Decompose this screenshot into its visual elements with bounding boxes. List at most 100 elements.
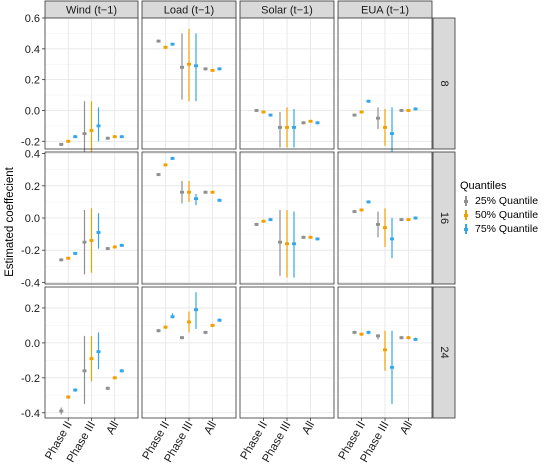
data-point <box>73 388 78 392</box>
data-point <box>261 219 266 223</box>
data-point <box>170 315 175 319</box>
legend-label: 50% Quantile <box>475 209 539 221</box>
panel-wind-t-1-row-24 <box>44 286 139 419</box>
data-point <box>210 190 215 194</box>
panel-border <box>337 151 433 285</box>
panel-border <box>44 17 139 150</box>
data-point <box>187 190 191 194</box>
facet-strip-label: Wind (t−1) <box>66 5 117 17</box>
legend-label: 75% Quantile <box>475 223 539 235</box>
y-tick-label: 0.0 <box>25 338 40 350</box>
data-point <box>308 235 313 239</box>
data-point <box>268 113 273 117</box>
panel-load-t-1-row-16 <box>141 151 237 285</box>
facet-strip-label: EUA (t−1) <box>361 5 409 17</box>
data-point <box>66 256 71 260</box>
y-tick-label: -0.2 <box>21 373 40 385</box>
chart-panels: Wind (t−1) Load (t−1) Solar (t−1) EUA (t−1)… <box>21 0 456 465</box>
data-point <box>383 226 387 230</box>
legend-key-q50 <box>460 209 472 221</box>
data-point <box>399 336 404 340</box>
data-point <box>278 240 282 244</box>
data-point <box>203 67 208 71</box>
legend-item-q25: 25% Quantile <box>460 194 550 208</box>
legend-key-point <box>463 213 468 217</box>
data-point <box>203 331 208 334</box>
data-point <box>105 136 110 140</box>
panel-solar-t-1-row-16 <box>239 151 335 285</box>
y-tick-label: 0.2 <box>25 303 40 315</box>
data-point <box>163 45 168 49</box>
data-point <box>112 376 117 380</box>
y-tick-label: -0.4 <box>21 277 40 289</box>
facet-row-strip-24 <box>432 286 456 419</box>
data-point <box>187 62 191 66</box>
legend-key-q25 <box>460 195 472 207</box>
panel-wind-t-1-row-16 <box>44 151 139 285</box>
facet-row-strip-label: 24 <box>438 346 450 358</box>
panel-border <box>239 151 335 285</box>
data-point <box>376 334 380 338</box>
data-point <box>89 129 94 132</box>
data-point <box>406 336 411 340</box>
data-point <box>285 242 289 246</box>
legend: Quantiles 25% Quantile 50% Quantile 75% … <box>460 180 550 236</box>
data-point <box>254 223 259 226</box>
y-tick-label: -0.4 <box>21 408 40 420</box>
data-point <box>112 245 117 249</box>
data-point <box>180 65 184 69</box>
data-point <box>315 237 320 241</box>
data-point <box>203 190 208 194</box>
data-point <box>66 139 71 143</box>
data-point <box>292 126 296 129</box>
panel-border <box>141 151 237 285</box>
data-point <box>399 218 404 222</box>
y-tick-label: 0.4 <box>25 149 40 161</box>
data-point <box>390 237 394 241</box>
data-point <box>170 157 175 160</box>
data-point <box>105 386 110 390</box>
data-point <box>390 365 394 369</box>
data-point <box>180 336 184 340</box>
facet-strip-label: Load (t−1) <box>164 5 214 17</box>
y-tick-label: 0.0 <box>25 213 40 225</box>
data-point <box>73 135 78 139</box>
data-point <box>170 42 175 46</box>
data-point <box>285 126 289 129</box>
data-point <box>413 338 418 341</box>
facet-row-strip-label: 8 <box>438 80 450 86</box>
facet-row-strip-16 <box>432 151 456 285</box>
data-point <box>156 173 161 176</box>
facet-row-strip-8 <box>432 17 456 150</box>
data-point <box>156 329 161 333</box>
data-point <box>406 218 411 222</box>
data-point <box>96 231 101 234</box>
data-point <box>59 258 64 262</box>
data-point <box>366 200 371 204</box>
data-point <box>366 331 371 334</box>
legend-item-q75: 75% Quantile <box>460 222 550 236</box>
data-point <box>217 67 222 71</box>
data-point <box>119 369 124 373</box>
panel-border <box>141 17 237 150</box>
legend-item-q50: 50% Quantile <box>460 208 550 222</box>
data-point <box>413 216 418 220</box>
data-point <box>383 126 387 129</box>
data-point <box>301 235 306 239</box>
data-point <box>66 395 71 399</box>
data-point <box>292 242 296 246</box>
data-point <box>210 69 215 72</box>
data-point <box>261 110 266 114</box>
panel-wind-t-1-row-8 <box>44 17 139 166</box>
y-tick-label: -0.2 <box>21 136 40 148</box>
legend-title: Quantiles <box>460 180 507 192</box>
panel-eua-t-1-row-24 <box>337 286 433 419</box>
data-point <box>399 109 404 112</box>
data-point <box>366 99 371 103</box>
data-point <box>96 124 101 128</box>
facet-row-strip-label: 16 <box>438 212 450 224</box>
data-point <box>308 119 313 123</box>
data-point <box>105 247 110 250</box>
data-point <box>119 243 124 247</box>
